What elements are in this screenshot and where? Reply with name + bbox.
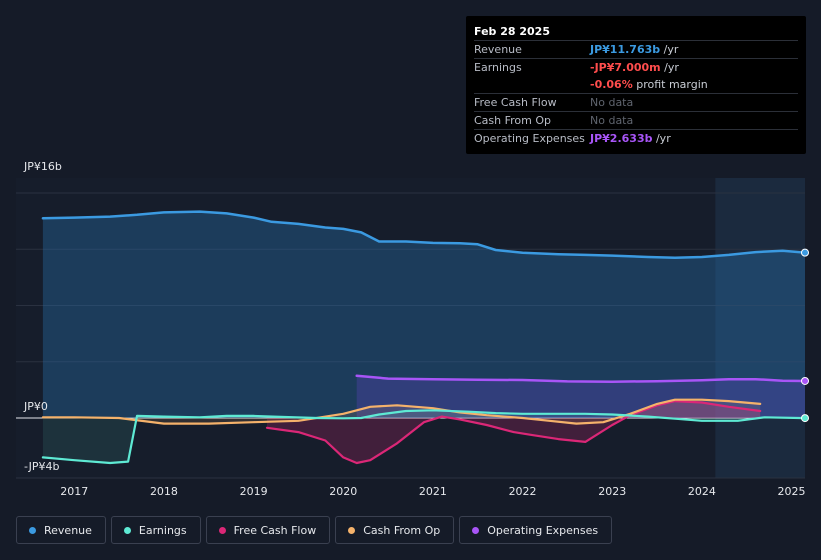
legend: Revenue Earnings Free Cash Flow Cash Fro… — [16, 516, 613, 544]
tooltip-value-suffix: /yr — [660, 61, 679, 74]
revenue-dot-icon — [29, 526, 36, 534]
tooltip-row: Earnings -JP¥7.000m /yr — [474, 58, 798, 76]
x-tick-label: 2024 — [687, 485, 716, 498]
tooltip-value-number: JP¥2.633b — [590, 132, 653, 145]
earnings-line — [41, 409, 807, 465]
y-label-bottom: -JP¥4b — [24, 460, 60, 473]
tooltip-value-suffix: /yr — [660, 43, 679, 56]
tooltip-row-label: Cash From Op — [474, 114, 552, 127]
plot-background — [16, 178, 805, 478]
tooltip-row-label — [474, 76, 590, 93]
revenue-end-point — [801, 248, 809, 257]
tooltip-value-number: No data — [590, 114, 634, 127]
legend-revenue[interactable]: Revenue — [16, 516, 106, 544]
tooltip-row-value: No data — [590, 94, 633, 111]
tooltip-row-value: No data — [590, 112, 633, 129]
operating-expenses-area — [356, 375, 805, 418]
revenue-line — [41, 210, 807, 259]
legend-operating-expenses[interactable]: Operating Expenses — [459, 516, 613, 544]
earnings-dot-icon — [123, 526, 131, 534]
tooltip-row-label: Operating Expenses — [474, 132, 585, 145]
tooltip-row: Free Cash Flow No data — [474, 93, 798, 111]
x-tick-label: 2021 — [418, 485, 447, 498]
tooltip-value-suffix: /yr — [652, 132, 671, 145]
tooltip-value-number: -JP¥7.000m — [590, 61, 661, 74]
legend-label: Operating Expenses — [487, 523, 599, 537]
cash-from-op-dot-icon — [348, 526, 356, 534]
legend-label: Cash From Op — [363, 523, 441, 537]
tooltip-row-value: JP¥2.633b /yr — [590, 130, 671, 147]
earnings-area — [42, 410, 805, 463]
tooltip-row: Operating Expenses JP¥2.633b /yr — [474, 129, 798, 147]
operating-expenses-end-point — [801, 376, 809, 385]
tooltip-row: Cash From Op No data — [474, 111, 798, 129]
tooltip-row-value: JP¥11.763b /yr — [590, 41, 678, 58]
free-cash-flow-dot-icon — [218, 526, 226, 534]
operating-expenses-line — [355, 374, 807, 383]
tooltip-value-suffix: profit margin — [632, 78, 708, 91]
x-tick-label: 2020 — [329, 485, 358, 498]
legend-label: Earnings — [138, 523, 187, 537]
x-tick-label: 2019 — [239, 485, 268, 498]
tooltip-row-label: Free Cash Flow — [474, 96, 557, 109]
legend-label: Free Cash Flow — [233, 523, 317, 537]
revenue-area — [42, 211, 805, 418]
tooltip-row-value: -JP¥7.000m /yr — [590, 59, 679, 76]
x-tick-label: 2025 — [777, 485, 806, 498]
tooltip-row: -0.06% profit margin — [474, 76, 798, 93]
free-cash-flow-line — [265, 400, 762, 465]
tooltip-row-value: -0.06% profit margin — [590, 76, 708, 93]
legend-label: Revenue — [44, 523, 92, 537]
y-label-zero: JP¥0 — [24, 400, 48, 413]
legend-free-cash-flow[interactable]: Free Cash Flow — [205, 516, 331, 544]
tooltip-date: Feb 28 2025 — [474, 25, 550, 38]
y-label-top: JP¥16b — [24, 160, 62, 173]
tooltip: Feb 28 2025 Revenue JP¥11.763b /yr Earning… — [466, 16, 806, 154]
tooltip-row: Revenue JP¥11.763b /yr — [474, 40, 798, 58]
tooltip-value-number: JP¥11.763b — [590, 43, 661, 56]
earnings-end-point — [801, 414, 809, 423]
x-tick-label: 2022 — [508, 485, 537, 498]
operating-expenses-dot-icon — [472, 526, 480, 534]
x-tick-label: 2017 — [60, 485, 89, 498]
legend-earnings[interactable]: Earnings — [110, 516, 201, 544]
legend-cash-from-op[interactable]: Cash From Op — [335, 516, 455, 544]
tooltip-value-number: -0.06% — [590, 78, 633, 91]
tooltip-value-number: No data — [590, 96, 634, 109]
tooltip-row-label: Earnings — [474, 61, 522, 74]
x-tick-label: 2018 — [149, 485, 178, 498]
x-tick-label: 2023 — [598, 485, 627, 498]
forecast-highlight — [715, 178, 805, 478]
tooltip-row-label: Revenue — [474, 43, 522, 56]
